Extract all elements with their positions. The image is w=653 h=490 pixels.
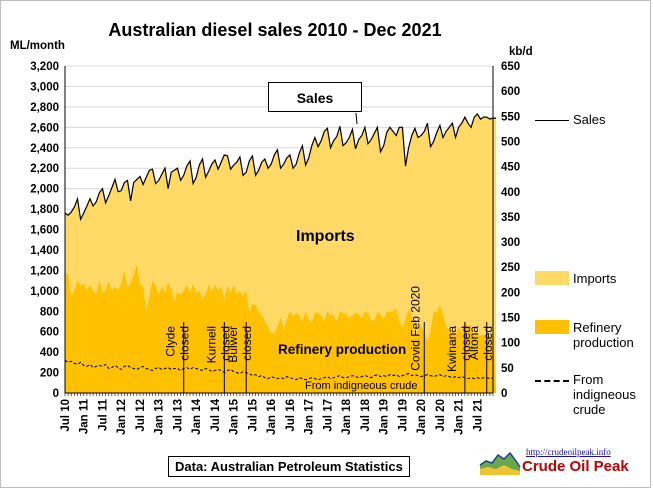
x-tick-label-8: Jul 14 (210, 398, 222, 431)
y-tick-label-10: 2,000 (30, 184, 59, 196)
event-label-5-1: closed (481, 326, 495, 361)
y-tick-label-9: 1,800 (30, 204, 59, 216)
legend-swatch-refinery (535, 320, 569, 334)
source-note: Data: Australian Petroleum Statistics (168, 456, 410, 477)
event-label-2-1: closed (240, 326, 254, 361)
x-tick-label-4: Jul 12 (135, 399, 147, 432)
legend-item-imports: Imports (535, 271, 616, 286)
x-tick-label-12: Jul 16 (285, 399, 297, 432)
x-tick-label-14: Jul 17 (322, 399, 334, 432)
chart-title: Australian diesel sales 2010 - Dec 2021 (108, 20, 442, 40)
x-tick-label-10: Jul 15 (247, 398, 259, 431)
x-tick-label-11: Jan 16 (266, 399, 278, 435)
event-label-5-0: Altona (467, 326, 481, 360)
logo-graph-icon (479, 451, 521, 475)
y2-tick-label-4: 200 (501, 287, 520, 299)
event-label-1-1: closed (218, 326, 232, 361)
x-tick-label-19: Jan 20 (416, 399, 428, 435)
legend-label-imports: Imports (573, 271, 617, 286)
y2-tick-label-6: 300 (501, 237, 520, 249)
x-tick-label-2: Jul 11 (97, 398, 109, 431)
legend-item-refinery: Refinery production (535, 320, 645, 350)
y2-tick-label-3: 150 (501, 313, 520, 325)
y-tick-label-1: 200 (40, 368, 59, 380)
event-label-3-0: Covid Feb 2020 (408, 286, 422, 371)
x-tick-label-16: Jul 18 (360, 398, 372, 431)
event-label-1-0: Kurnell (204, 326, 218, 363)
y2-tick-label-1: 50 (501, 363, 514, 375)
sales-callout: Sales (268, 82, 362, 112)
y-tick-label-6: 1,200 (30, 265, 59, 277)
x-tick-label-0: Jul 10 (60, 399, 72, 432)
y-axis-unit: ML/month (10, 40, 65, 52)
y2-tick-label-10: 500 (501, 136, 520, 148)
line-indigenous-crude (64, 359, 494, 381)
legend-label-indigenous: From indigneous crude (573, 372, 636, 417)
y-tick-label-4: 800 (40, 306, 59, 318)
logo-name: Crude Oil Peak (522, 458, 629, 475)
y-tick-label-16: 3,200 (30, 61, 59, 73)
x-tick-label-22: Jul 21 (472, 398, 484, 431)
y-tick-label-3: 600 (40, 327, 59, 339)
y2-tick-label-12: 600 (501, 86, 520, 98)
y2-axis-unit: kb/d (509, 46, 533, 58)
logo-url[interactable]: http://crudeoilpeak.info (526, 447, 611, 457)
x-tick-label-6: Jul 13 (172, 399, 184, 432)
x-tick-label-15: Jan 18 (341, 398, 353, 434)
y-tick-label-13: 2,600 (30, 122, 59, 134)
legend-item-indigenous: From indigneous crude (535, 372, 643, 417)
x-tick-label-17: Jan 19 (379, 399, 391, 435)
y2-tick-label-0: 0 (501, 388, 507, 400)
crude-oil-peak-logo: http://crudeoilpeak.info Crude Oil Peak (478, 447, 638, 477)
y-tick-label-8: 1,600 (30, 225, 59, 237)
y2-tick-label-7: 350 (501, 212, 520, 224)
legend-label-refinery: Refinery production (573, 320, 634, 350)
event-label-0-1: closed (178, 326, 192, 361)
y-tick-label-7: 1,400 (30, 245, 59, 257)
x-tick-label-18: Jul 19 (397, 399, 409, 432)
label-imports: Imports (296, 228, 355, 245)
x-tick-label-13: Jan 17 (304, 399, 316, 435)
event-label-4-1: closed (459, 326, 473, 361)
y2-tick-label-13: 650 (501, 61, 520, 73)
legend-swatch-indigenous (535, 380, 569, 382)
legend-item-sales: Sales (535, 112, 606, 127)
area-refinery (65, 264, 497, 393)
y-tick-label-14: 2,800 (30, 102, 59, 114)
x-tick-label-20: Jul 20 (435, 399, 447, 432)
y-tick-label-12: 2,400 (30, 143, 59, 155)
x-tick-label-21: Jan 21 (454, 398, 466, 434)
event-label-2-0: Bulwer (226, 326, 240, 363)
x-tick-label-9: Jan 15 (229, 398, 241, 434)
line-sales (64, 113, 497, 222)
legend-swatch-imports (535, 271, 569, 285)
event-label-0-0: Clyde (164, 326, 178, 357)
legend-label-sales: Sales (573, 112, 606, 127)
y-tick-label-15: 3,000 (30, 81, 59, 93)
x-tick-label-3: Jan 12 (116, 399, 128, 435)
y2-tick-label-11: 550 (501, 111, 520, 123)
y-tick-label-11: 2,200 (30, 163, 59, 175)
x-tick-label-1: Jan 11 (79, 398, 91, 434)
event-label-4-0: Kwinana (445, 326, 459, 372)
x-tick-label-5: Jan 13 (154, 399, 166, 435)
y-tick-label-0: 0 (53, 388, 59, 400)
sales-callout-leader (355, 112, 358, 125)
y2-tick-label-8: 400 (501, 187, 520, 199)
legend-swatch-sales (535, 120, 569, 121)
y2-tick-label-9: 450 (501, 162, 520, 174)
y2-tick-label-2: 100 (501, 338, 520, 350)
y-tick-label-2: 400 (40, 347, 59, 359)
y-tick-label-5: 1,000 (30, 286, 59, 298)
y2-tick-label-5: 250 (501, 262, 520, 274)
x-tick-label-7: Jan 14 (191, 398, 203, 434)
label-refinery-production: Refinery production (278, 342, 406, 357)
label-indigenous-crude: From indigneous crude (305, 380, 418, 392)
